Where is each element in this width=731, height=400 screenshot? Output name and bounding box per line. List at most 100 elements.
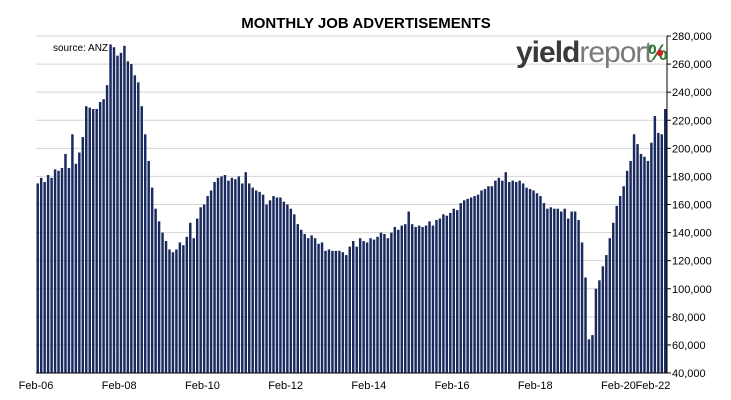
bar (237, 176, 241, 373)
bar (414, 226, 417, 373)
x-tick-label: Feb-22 (636, 380, 671, 392)
bar (57, 170, 60, 373)
bar (293, 214, 296, 373)
bar (164, 241, 168, 373)
bar (53, 169, 57, 373)
source-label: source: ANZ (53, 43, 108, 54)
y-tick-label: 280,000 (672, 31, 712, 43)
bar (213, 182, 216, 373)
bar (317, 243, 320, 373)
bar (456, 210, 459, 373)
logo-part-report: report (579, 36, 653, 69)
bar (591, 335, 594, 373)
bar (636, 144, 639, 373)
bar (43, 182, 46, 373)
bar (67, 167, 71, 373)
y-tick-label: 220,000 (672, 115, 712, 127)
x-tick-label: Feb-08 (102, 380, 137, 392)
bar (331, 250, 334, 373)
bar (598, 280, 601, 373)
bar (247, 183, 251, 373)
bar (36, 183, 39, 373)
bar (376, 236, 379, 373)
bar (563, 208, 566, 373)
bar (476, 194, 480, 373)
bar (310, 235, 313, 373)
bar (570, 211, 573, 373)
bar (64, 153, 67, 373)
y-tick-label: 60,000 (672, 340, 706, 352)
bar (185, 236, 189, 373)
bar (459, 203, 462, 373)
yieldreport-logo: yieldreport % (516, 36, 668, 69)
bar (521, 183, 525, 373)
bar (133, 75, 137, 373)
bar (150, 187, 154, 373)
bar (265, 204, 268, 373)
bar (483, 189, 487, 373)
bar (286, 204, 289, 373)
bar (338, 250, 341, 373)
bar (268, 200, 272, 373)
bar (397, 229, 400, 373)
bar (182, 245, 185, 373)
bar (504, 172, 508, 373)
bar (209, 190, 213, 373)
svg-text:yieldreport: yieldreport (516, 36, 653, 69)
bar (407, 211, 410, 373)
y-tick-label: 100,000 (672, 284, 712, 296)
bar (98, 102, 102, 373)
bar (102, 99, 105, 373)
bar (660, 134, 664, 373)
y-tick-labels: 280,000 260,000 240,000 220,000 200,000 180,0… (667, 31, 712, 380)
bar (74, 163, 78, 373)
bar (88, 107, 91, 374)
y-tick-label: 200,000 (672, 143, 712, 155)
bar (539, 196, 542, 373)
bar (126, 61, 130, 374)
bar (81, 137, 85, 373)
bar (646, 160, 650, 373)
bar (629, 160, 632, 373)
bar (296, 224, 299, 373)
bar (528, 189, 532, 373)
bar (487, 186, 490, 373)
bar (518, 180, 521, 373)
x-tick-label: Feb-10 (185, 380, 220, 392)
y-tick-label: 260,000 (672, 59, 712, 71)
bar (46, 175, 50, 373)
bar (254, 190, 258, 373)
bar (428, 221, 431, 373)
bar (327, 249, 331, 373)
bar (195, 218, 199, 373)
x-tick-label: Feb-20 (601, 380, 636, 392)
bar (147, 160, 150, 373)
bar (123, 45, 126, 373)
bar (466, 198, 469, 373)
bar (584, 277, 587, 373)
bar (511, 180, 514, 373)
y-tick-label: 80,000 (672, 312, 706, 324)
bar (109, 44, 112, 374)
bar (230, 177, 234, 373)
bar (580, 242, 584, 373)
bar (535, 193, 539, 373)
y-tick-label: 180,000 (672, 171, 712, 183)
x-tick-labels: Feb-06 Feb-08 Feb-10 Feb-12 Feb-14 Feb-16 Feb-… (19, 380, 671, 392)
bar (60, 167, 64, 373)
bar (275, 197, 279, 373)
bar (216, 177, 220, 373)
bar (650, 142, 653, 373)
bar (421, 226, 424, 373)
bar (501, 180, 504, 373)
bar (643, 156, 646, 373)
bar (303, 233, 306, 373)
bar (560, 211, 563, 373)
bar (462, 200, 466, 373)
bar (532, 190, 535, 373)
y-tick-label: 140,000 (672, 228, 712, 240)
bar (324, 250, 327, 373)
bar (279, 197, 282, 373)
bar (199, 207, 202, 373)
